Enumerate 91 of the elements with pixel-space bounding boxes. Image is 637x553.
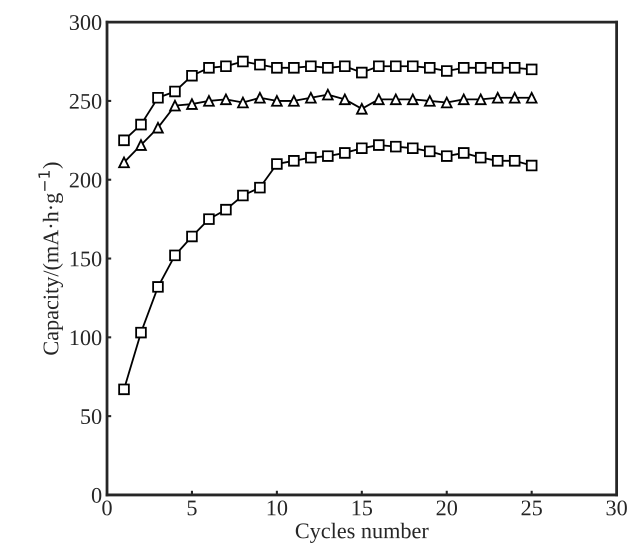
x-tick-label: 20: [436, 500, 458, 516]
point: [203, 62, 215, 74]
point: [474, 152, 486, 164]
point: [339, 60, 351, 72]
point: [152, 122, 164, 134]
x-tick-label: 15: [352, 500, 372, 516]
point: [169, 100, 181, 112]
point: [373, 139, 385, 151]
point: [458, 147, 470, 159]
point: [474, 62, 486, 74]
point: [492, 62, 504, 74]
point: [271, 158, 283, 170]
point: [526, 64, 538, 76]
point: [254, 92, 266, 104]
point: [220, 60, 232, 72]
y-axis-title: Capacity/(mA·h·g$^{−1}$): [38, 162, 64, 355]
point: [339, 94, 351, 106]
point: [237, 190, 249, 202]
point: [203, 213, 215, 225]
point: [322, 150, 334, 162]
point: [390, 94, 402, 106]
point: [118, 134, 130, 146]
point: [186, 98, 198, 110]
point: [118, 156, 130, 168]
point: [373, 94, 385, 106]
point: [254, 182, 266, 194]
point: [440, 150, 453, 162]
x-tick-label: 0: [102, 500, 112, 516]
point: [458, 94, 470, 106]
point: [305, 92, 317, 104]
point: [322, 62, 334, 74]
point: [186, 70, 198, 82]
point: [169, 86, 181, 98]
point: [220, 94, 232, 106]
point: [237, 96, 249, 108]
point: [508, 62, 520, 74]
point: [424, 95, 436, 107]
point: [118, 384, 130, 396]
point: [203, 95, 215, 107]
point: [407, 94, 419, 106]
point: [356, 66, 368, 78]
point: [288, 155, 300, 167]
point: [271, 95, 283, 107]
x-tick-label: 10: [268, 500, 288, 516]
point: [492, 155, 504, 167]
y-tick-label: 150: [70, 251, 102, 266]
point: [390, 60, 402, 72]
point: [474, 94, 486, 106]
y-tick-label: 50: [81, 409, 102, 424]
point: [135, 326, 147, 338]
point: [288, 62, 300, 74]
point: [356, 142, 368, 154]
x-tick-label: 5: [188, 500, 197, 516]
point: [322, 88, 334, 100]
point: [373, 60, 385, 72]
x-tick-label: 25: [522, 500, 542, 516]
point: [135, 118, 147, 130]
point: [526, 160, 538, 172]
point: [526, 92, 538, 104]
point: [407, 142, 419, 154]
point: [254, 58, 266, 70]
point: [339, 147, 351, 159]
point: [492, 92, 504, 104]
point: [220, 204, 232, 216]
point: [356, 103, 368, 115]
point: [440, 96, 453, 108]
point: [508, 155, 520, 167]
point: [390, 140, 402, 152]
y-tick-label: 100: [70, 330, 102, 346]
point: [169, 250, 181, 262]
point: [186, 230, 198, 242]
point: [424, 146, 436, 158]
point: [424, 62, 436, 74]
y-tick-label: 300: [70, 15, 102, 30]
point: [135, 139, 147, 151]
point: [152, 281, 164, 293]
point: [305, 152, 317, 164]
point: [305, 60, 317, 72]
y-tick-label: 250: [70, 94, 102, 109]
point: [508, 92, 520, 104]
x-tick-label: 30: [606, 500, 627, 516]
point: [288, 95, 300, 107]
point: [458, 62, 470, 74]
x-axis-title: Cycles number: [296, 522, 429, 543]
y-tick-label: 200: [70, 172, 102, 188]
point: [237, 56, 249, 68]
y-tick-label: 0: [92, 488, 102, 503]
point: [152, 92, 164, 104]
point: [440, 65, 453, 77]
point: [271, 62, 283, 74]
point: [407, 60, 419, 72]
